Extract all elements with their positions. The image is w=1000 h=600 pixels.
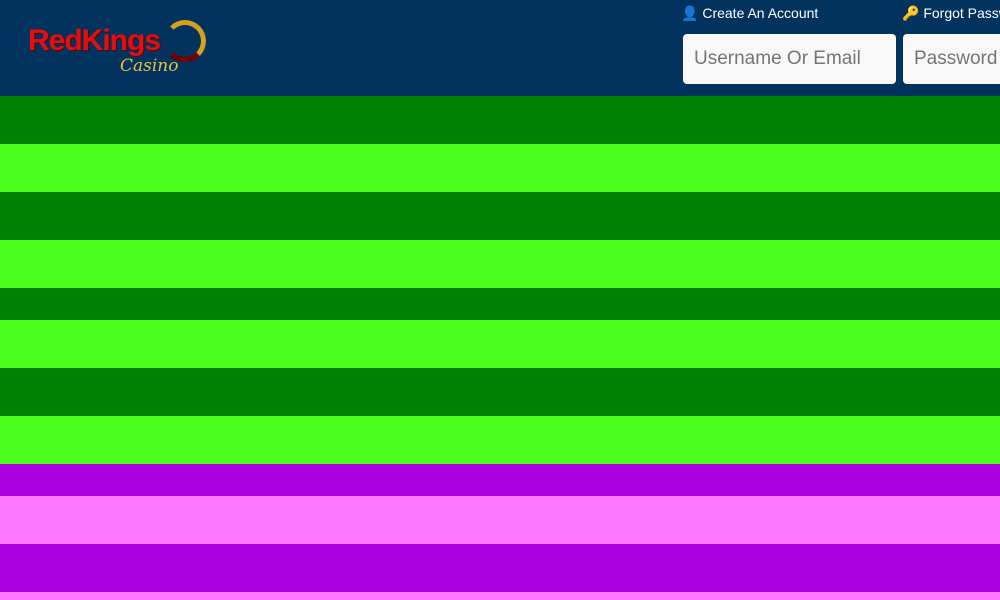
user-icon: 👤 — [681, 5, 699, 21]
logo-subtitle: Casino — [120, 56, 179, 76]
password-input[interactable] — [903, 34, 1000, 84]
glitch-band — [0, 288, 1000, 320]
logo[interactable]: RedKings Casino — [28, 18, 213, 80]
glitch-band — [0, 544, 1000, 592]
roulette-wheel-icon — [164, 20, 206, 62]
glitch-band — [0, 144, 1000, 192]
glitch-band — [0, 96, 1000, 144]
glitch-band — [0, 368, 1000, 416]
forgot-password-link[interactable]: 🔑 Forgot Password — [902, 5, 1000, 21]
glitch-band — [0, 416, 1000, 464]
glitch-band — [0, 496, 1000, 544]
glitch-band — [0, 464, 1000, 496]
key-icon: 🔑 — [902, 5, 920, 21]
glitch-band — [0, 240, 1000, 288]
glitch-band — [0, 320, 1000, 368]
create-account-link[interactable]: 👤 Create An Account — [681, 5, 819, 21]
glitch-band — [0, 192, 1000, 240]
header: RedKings Casino 👤 Create An Account 🔑 Fo… — [0, 0, 1000, 96]
logo-text: RedKings — [28, 24, 161, 57]
username-input[interactable] — [683, 34, 896, 84]
glitch-band — [0, 592, 1000, 600]
